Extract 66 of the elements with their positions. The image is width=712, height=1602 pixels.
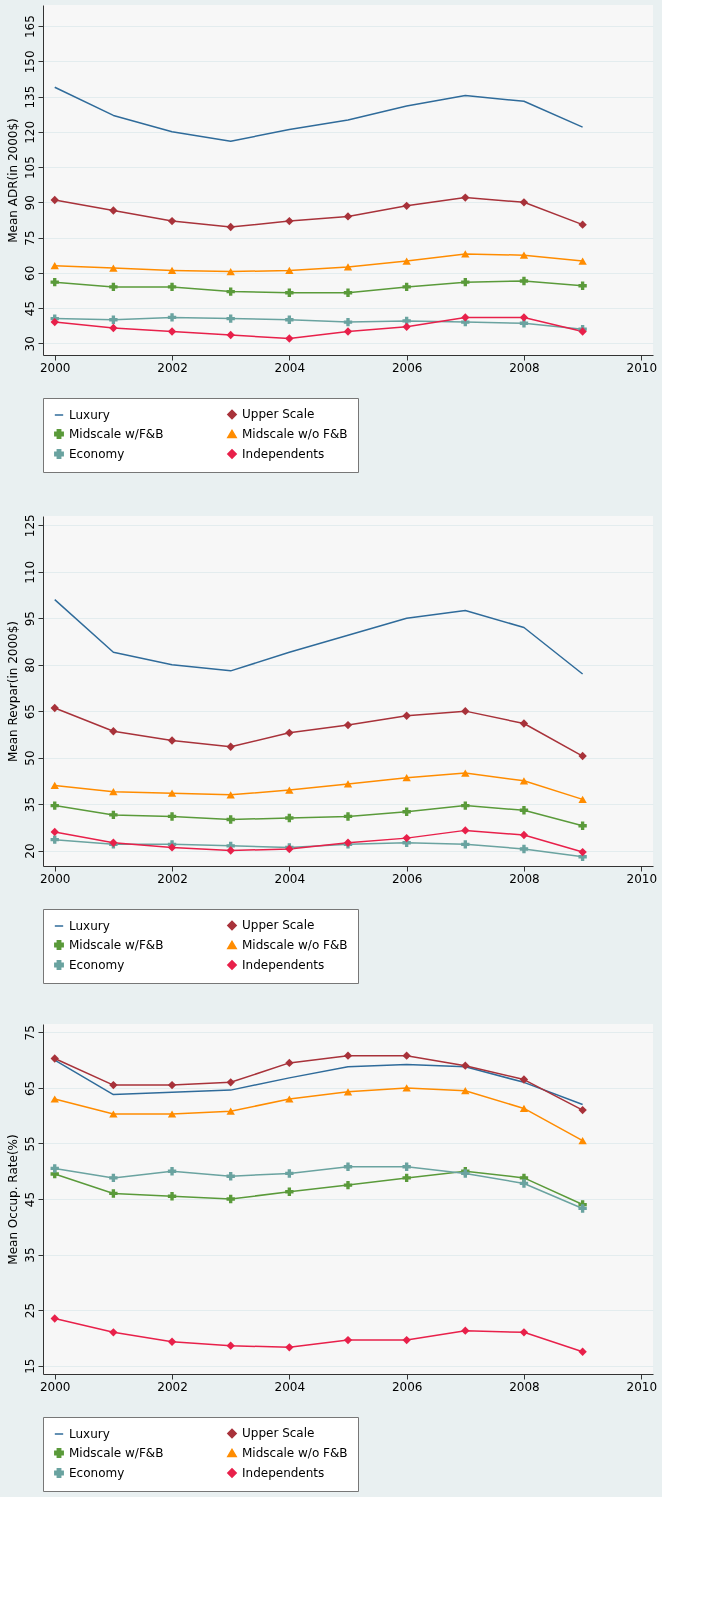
y-tick-label: 35: [22, 796, 37, 813]
x-tick-label: 2010: [626, 360, 658, 375]
legend-label: Luxury: [69, 408, 110, 422]
legend-label: Luxury: [69, 919, 110, 933]
y-axis-title: Mean Revpar(in 2000$): [5, 621, 20, 762]
x-tick-label: 2008: [509, 871, 540, 886]
y-tick-label: 105: [22, 156, 37, 180]
x-tick-label: 2008: [509, 1379, 540, 1394]
line-series: [53, 86, 584, 142]
y-tick-label: 80: [22, 657, 37, 673]
y-tick-label: 55: [22, 1136, 37, 1152]
y-tick-label: 45: [22, 1191, 37, 1208]
y-tick-label: 25: [22, 1302, 37, 1319]
legend-label: Independents: [242, 958, 325, 972]
y-tick-label: 35: [22, 1247, 37, 1263]
y-tick-label: 15: [22, 1358, 37, 1374]
x-tick-label: 2010: [626, 1379, 658, 1394]
x-tick-label: 2006: [391, 871, 423, 886]
legend-label: Upper Scale: [242, 407, 315, 422]
y-tick-label: 30: [22, 336, 37, 352]
x-tick-label: 2002: [157, 360, 188, 375]
x-tick-label: 2004: [274, 360, 306, 375]
x-tick-label: 2006: [391, 360, 423, 375]
x-tick-label: 2002: [157, 871, 188, 886]
y-axis-title: Mean Occup. Rate(%): [5, 1134, 20, 1265]
y-tick-label: 20: [22, 843, 37, 859]
y-tick-label: 60: [22, 265, 37, 281]
legend-label: Economy: [69, 1466, 125, 1480]
y-tick-label: 125: [22, 514, 37, 538]
y-axis-title: Mean ADR(in 2000$): [5, 118, 20, 243]
x-tick-label: 2000: [39, 360, 71, 375]
legend-label: Luxury: [69, 1427, 110, 1441]
y-tick-label: 75: [22, 1025, 37, 1041]
legend-label: Midscale w/o F&B: [242, 938, 348, 952]
legend-label: Independents: [242, 1466, 325, 1480]
legend-label: Midscale w/F&B: [69, 427, 164, 441]
y-tick-label: 120: [22, 120, 37, 144]
x-tick-label: 2010: [626, 871, 658, 886]
legend-label: Upper Scale: [242, 1426, 315, 1441]
legend-label: Upper Scale: [242, 918, 315, 933]
x-tick-label: 2006: [391, 1379, 423, 1394]
x-tick-label: 2004: [274, 871, 306, 886]
x-tick-label: 2008: [509, 360, 540, 375]
legend-label: Midscale w/o F&B: [242, 427, 348, 441]
y-tick-label: 90: [22, 195, 37, 211]
y-tick-label: 135: [22, 85, 37, 109]
y-tick-label: 50: [22, 750, 37, 766]
y-tick-label: 150: [22, 50, 37, 74]
y-tick-label: 165: [22, 15, 37, 39]
legend-label: Economy: [69, 958, 125, 972]
y-tick-label: 75: [22, 230, 37, 246]
y-tick-label: 45: [22, 300, 37, 317]
y-tick-label: 95: [22, 611, 37, 627]
x-tick-label: 2000: [39, 1379, 71, 1394]
x-tick-label: 2000: [39, 871, 71, 886]
y-tick-label: 65: [22, 1080, 37, 1097]
legend-label: Independents: [242, 447, 325, 461]
line-series: [53, 598, 584, 675]
legend-label: Midscale w/F&B: [69, 938, 164, 952]
legend-label: Midscale w/o F&B: [242, 1446, 348, 1460]
legend-label: Midscale w/F&B: [69, 1446, 164, 1460]
x-tick-label: 2002: [157, 1379, 188, 1394]
y-tick-label: 110: [22, 560, 37, 584]
legend-label: Economy: [69, 447, 125, 461]
x-tick-label: 2004: [274, 1379, 306, 1394]
y-tick-label: 65: [22, 703, 37, 720]
